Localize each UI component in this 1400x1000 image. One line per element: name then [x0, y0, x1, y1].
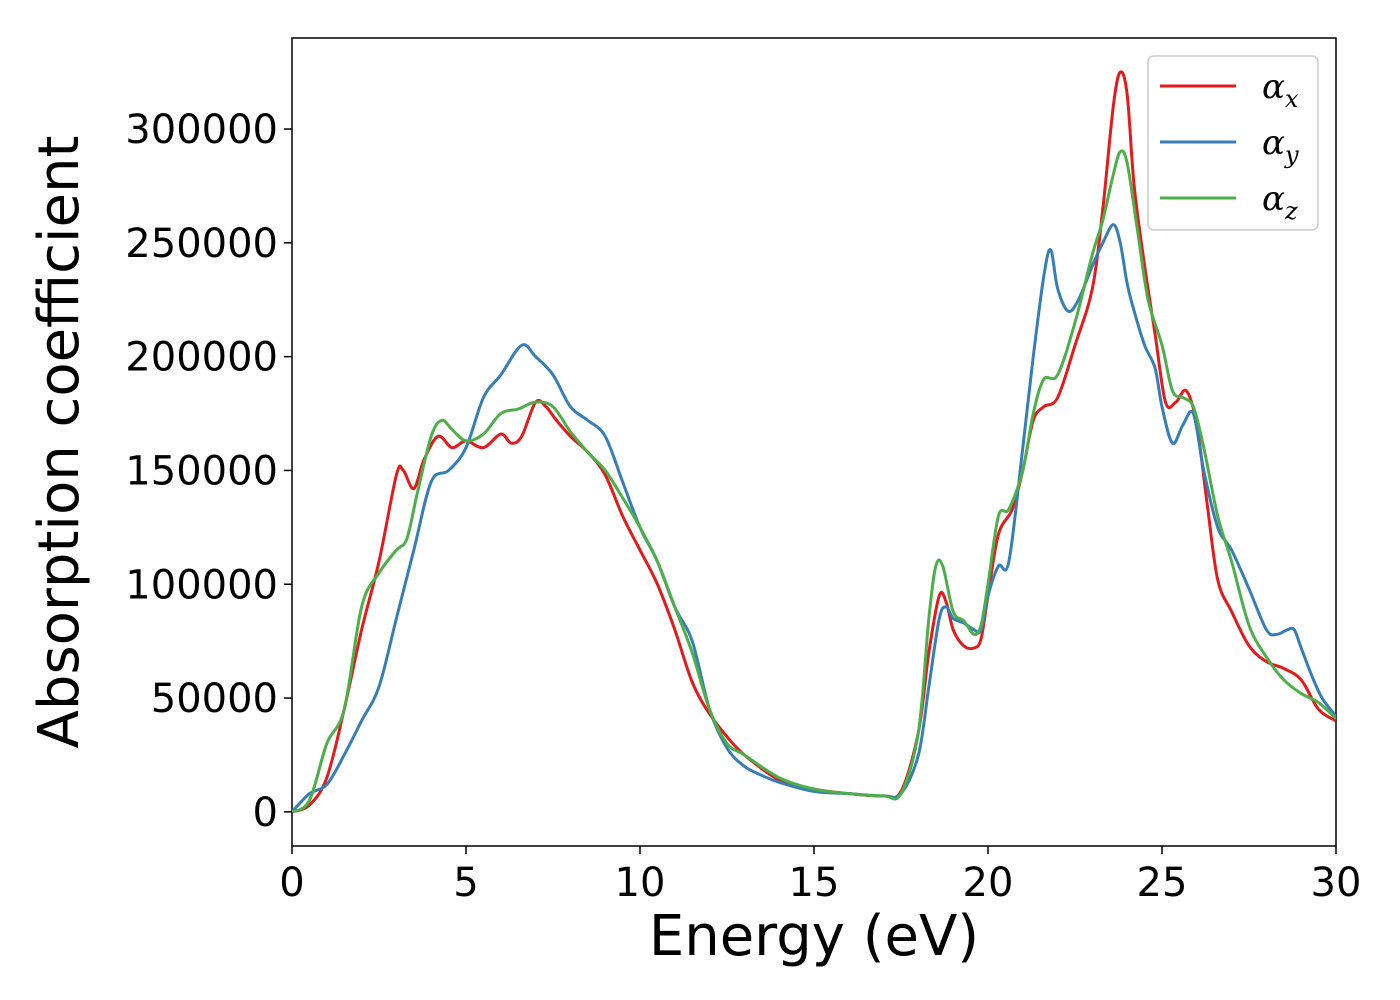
legend-subscript: x: [1285, 85, 1299, 113]
y-tick-label: 50000: [151, 676, 278, 722]
series-line-alpha-y: [292, 223, 1336, 813]
legend-subscript: z: [1284, 197, 1298, 225]
y-tick-label: 300000: [125, 107, 278, 153]
y-tick-label: 100000: [125, 562, 278, 608]
x-tick-label: 5: [453, 860, 478, 906]
series-layer: [292, 70, 1336, 814]
x-tick-label: 10: [615, 860, 666, 906]
y-tick-label: 200000: [125, 335, 278, 381]
x-axis: 0 5 10 15 20 25 30: [279, 846, 1361, 906]
y-axis-label: Absorption coefficient: [27, 136, 92, 749]
y-tick-label: 150000: [125, 448, 278, 494]
y-tick-label: 0: [253, 790, 278, 836]
y-axis: 0 50000 100000 150000 200000 250000 300000: [125, 107, 292, 836]
x-tick-label: 25: [1137, 860, 1188, 906]
x-tick-label: 30: [1311, 860, 1362, 906]
x-tick-label: 0: [279, 860, 304, 906]
x-tick-label: 20: [963, 860, 1014, 906]
legend-label-alpha-z: αz: [1262, 179, 1298, 225]
x-axis-label: Energy (eV): [649, 904, 979, 969]
series-line-alpha-z: [292, 149, 1336, 814]
legend-subscript: y: [1284, 141, 1299, 169]
x-tick-label: 15: [789, 860, 840, 906]
y-tick-label: 250000: [125, 221, 278, 267]
